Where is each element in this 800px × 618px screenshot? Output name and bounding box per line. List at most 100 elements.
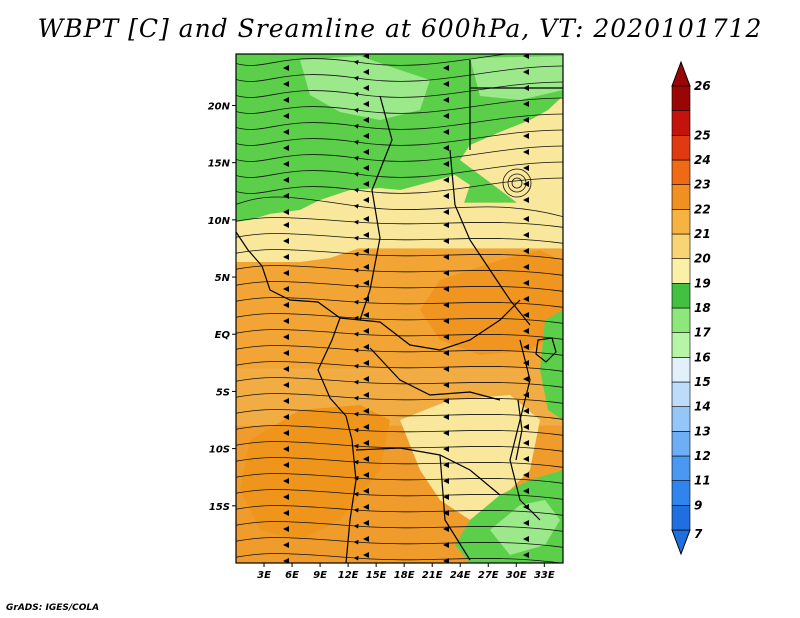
streamline-arrow — [523, 197, 529, 203]
colorbar-swatch — [671, 381, 691, 407]
border-line-8 — [439, 454, 471, 561]
border-line-4 — [369, 347, 501, 401]
colorbar-swatch — [671, 209, 691, 235]
streamline-arrow — [523, 488, 529, 494]
streamline — [236, 196, 563, 218]
streamline-arrow — [523, 280, 529, 286]
streamline-arrow — [523, 216, 529, 222]
streamline-arrow — [443, 510, 449, 516]
streamline-arrow — [523, 456, 529, 462]
colorbar-swatch — [671, 357, 691, 383]
streamline-arrow — [283, 478, 289, 484]
border-line-3 — [449, 149, 531, 326]
streamline-arrow — [283, 414, 289, 420]
streamline-arrow — [283, 318, 289, 324]
streamline-arrow — [523, 69, 529, 75]
streamline-arrow — [283, 398, 289, 404]
lat-label: EQ — [215, 330, 231, 341]
streamline-arrow — [523, 520, 529, 526]
colorbar-top-triangle — [671, 60, 691, 87]
streamline — [236, 441, 563, 452]
colorbar-label: 23 — [694, 178, 711, 192]
lon-label: 18E — [394, 570, 415, 581]
streamline-arrow — [283, 334, 289, 340]
streamline — [236, 521, 563, 532]
streamline-arrow — [283, 446, 289, 452]
streamline-arrow — [523, 344, 529, 350]
lon-label: 33E — [534, 570, 555, 581]
streamline-arrow — [523, 504, 529, 510]
streamline-arrow — [363, 536, 369, 542]
streamline-arrow — [523, 54, 529, 59]
colorbar-label: 7 — [694, 527, 703, 541]
colorbar-swatch — [671, 307, 691, 333]
west-coast — [236, 231, 357, 563]
lat-label: 5N — [215, 273, 231, 284]
wbpt-map — [236, 54, 563, 563]
streamline-arrow — [283, 494, 289, 500]
streamline-arrow — [523, 376, 529, 382]
streamline-arrow — [283, 129, 289, 135]
colorbar-swatch — [671, 135, 691, 161]
lat-label: 15S — [209, 502, 230, 513]
lake-tanganyika — [515, 399, 523, 461]
lat-label: 10S — [209, 445, 230, 456]
lon-label: 6E — [285, 570, 299, 581]
colorbar-label: 13 — [694, 424, 711, 438]
streamline-arrow — [443, 238, 449, 244]
lon-label: 12E — [338, 570, 359, 581]
streamline-arrow — [283, 430, 289, 436]
grads-credit: GrADS: IGES/COLA — [6, 603, 100, 613]
lon-label: 30E — [506, 570, 527, 581]
streamline-arrow — [283, 526, 289, 532]
streamline-arrow — [363, 344, 369, 350]
lon-label: 27E — [478, 570, 499, 581]
streamline-arrow — [283, 238, 289, 244]
lat-label: 5S — [216, 387, 230, 398]
streamline — [236, 489, 563, 500]
streamline-arrow — [523, 536, 529, 542]
streamline-arrow — [443, 446, 449, 452]
border-line-9 — [509, 339, 541, 521]
streamline-arrow — [283, 209, 289, 215]
colorbar-swatch — [671, 480, 691, 506]
colorbar-swatch — [671, 233, 691, 259]
colorbar-label: 21 — [694, 227, 711, 241]
streamline-arrow — [443, 129, 449, 135]
streamline — [236, 457, 563, 468]
lon-label: 24E — [450, 570, 471, 581]
streamline-arrow — [283, 270, 289, 276]
streamline-arrow — [283, 558, 289, 563]
colorbar-swatch — [671, 406, 691, 432]
colorbar-swatch — [671, 110, 691, 136]
streamline — [236, 113, 563, 130]
streamline — [236, 97, 563, 114]
streamline — [236, 145, 563, 162]
streamline-arrow — [283, 286, 289, 292]
colorbar-label: 19 — [694, 276, 711, 290]
streamline-arrow — [363, 488, 369, 494]
streamline-arrow — [523, 472, 529, 478]
streamline — [236, 177, 563, 194]
border-line-2 — [339, 299, 521, 351]
colorbar-swatch — [671, 431, 691, 457]
streamline — [236, 537, 563, 548]
streamline-arrow — [363, 133, 369, 139]
streamline-arrow — [443, 366, 449, 372]
lat-label: 10N — [208, 216, 231, 227]
streamline-arrow — [283, 145, 289, 151]
colorbar-swatch — [671, 159, 691, 185]
streamline-arrow — [443, 494, 449, 500]
colorbar-label: 9 — [694, 498, 702, 512]
streamline-arrow — [523, 328, 529, 334]
streamline-arrow — [363, 117, 369, 123]
streamline — [236, 345, 563, 356]
streamline — [236, 249, 563, 260]
streamline — [236, 329, 563, 340]
lon-label: 3E — [257, 570, 271, 581]
streamline-arrow — [363, 312, 369, 318]
streamline — [236, 81, 563, 98]
country-borders — [236, 60, 563, 563]
streamline-arrow — [363, 472, 369, 478]
streamline-arrow — [363, 85, 369, 91]
